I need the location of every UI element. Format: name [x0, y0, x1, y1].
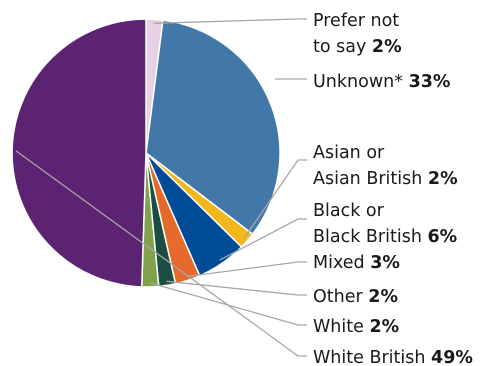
- slice-value-other: 2%: [368, 287, 398, 307]
- slice-label-black-or-black-british: Black or Black British 6%: [313, 201, 457, 247]
- leader-line-other: [166, 280, 307, 296]
- slice-label-prefer-not-to-say: Prefer not to say 2%: [313, 11, 402, 57]
- slice-value-mixed: 3%: [370, 253, 400, 273]
- leader-line-mixed: [186, 261, 307, 278]
- leader-line-asian-or-asian-british: [243, 159, 307, 239]
- leader-line-white-british: [15, 150, 307, 357]
- slice-label-white: White 2%: [313, 317, 399, 337]
- slice-value-black-or-black-british: 6%: [427, 227, 457, 247]
- leader-line-white: [149, 282, 307, 326]
- slice-value-white-british: 49%: [431, 348, 473, 366]
- slice-label-asian-or-asian-british: Asian or Asian British 2%: [313, 143, 458, 189]
- leader-lines: [15, 18, 307, 357]
- pie-slice-unknown: [145, 19, 281, 236]
- slice-value-asian-or-asian-british: 2%: [428, 169, 458, 189]
- slice-labels: Prefer not to say 2% Unknown* 33% Asian or A…: [313, 11, 473, 366]
- slice-label-mixed: Mixed 3%: [313, 253, 400, 273]
- leader-line-prefer-not-to-say: [154, 18, 307, 24]
- slice-value-white: 2%: [369, 317, 399, 337]
- slice-label-unknown: Unknown* 33%: [313, 72, 450, 92]
- slice-label-other: Other 2%: [313, 287, 398, 307]
- slice-value-unknown: 33%: [409, 72, 451, 92]
- slice-value-prefer-not-to-say: 2%: [372, 37, 402, 57]
- leader-line-black-or-black-british: [219, 218, 307, 261]
- pie-slice-white-british: [11, 18, 147, 288]
- slice-label-white-british: White British 49%: [313, 348, 473, 366]
- pie-slices: [11, 18, 281, 288]
